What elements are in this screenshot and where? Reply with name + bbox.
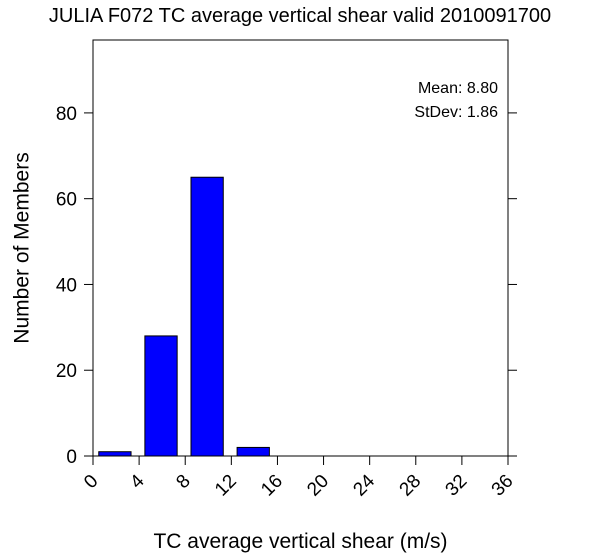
x-tick-label-7: 28: [396, 471, 426, 501]
mean-annotation: Mean: 8.80: [418, 80, 498, 97]
x-tick-label-2: 8: [172, 471, 194, 493]
y-tick-label-0: 0: [66, 447, 77, 468]
bars-group: [98, 176, 270, 457]
x-tick-label-4: 16: [257, 471, 287, 501]
y-tick-label-1: 20: [56, 361, 77, 382]
y-tick-label-2: 40: [56, 275, 77, 296]
x-tick-label-1: 4: [126, 470, 149, 493]
x-axis: 0 4 8 12 16 20 24 28 32 36: [80, 456, 518, 501]
bar-0: [98, 451, 132, 457]
x-tick-label-6: 24: [349, 470, 379, 500]
y-axis-title: Number of Members: [10, 152, 33, 343]
y-axis: 0 20 40 60 80: [56, 104, 517, 468]
x-tick-label-5: 20: [303, 471, 333, 501]
x-tick-label-9: 36: [488, 471, 518, 501]
plot-frame: [92, 39, 509, 457]
x-tick-label-3: 12: [211, 471, 241, 501]
y-tick-label-4: 80: [56, 104, 77, 125]
x-tick-label-8: 32: [442, 471, 472, 501]
y-tick-label-3: 60: [56, 190, 77, 211]
x-tick-label-0: 0: [80, 471, 102, 493]
bar-3: [236, 446, 270, 457]
x-axis-title: TC average vertical shear (m/s): [153, 530, 447, 553]
stdev-annotation: StDev: 1.86: [414, 104, 498, 121]
bar-2: [190, 176, 224, 457]
bar-1: [144, 335, 178, 457]
chart-title: JULIA F072 TC average vertical shear val…: [49, 5, 551, 27]
